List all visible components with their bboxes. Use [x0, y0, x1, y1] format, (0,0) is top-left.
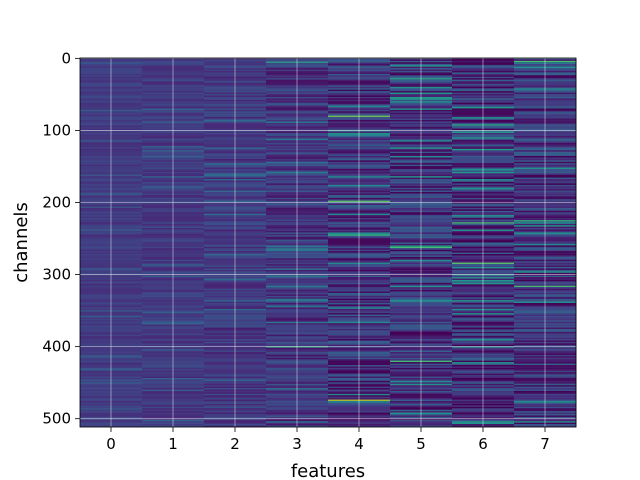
heatmap-cells — [80, 58, 577, 428]
y-tick-label: 0 — [61, 49, 71, 67]
y-tick-label: 200 — [42, 194, 71, 212]
x-tick-label: 5 — [416, 435, 426, 453]
x-axis: 0 1 2 3 4 5 6 7 — [106, 427, 550, 453]
y-tick-label: 500 — [42, 410, 71, 428]
y-tick-label: 400 — [42, 338, 71, 356]
y-axis-label: channels — [11, 202, 32, 283]
x-tick-label: 2 — [230, 435, 240, 453]
x-tick-label: 3 — [292, 435, 302, 453]
y-axis: 0 100 200 300 400 500 — [42, 49, 80, 428]
plot-frame — [79, 57, 577, 428]
x-tick-label: 0 — [106, 435, 116, 453]
y-tick-label: 100 — [42, 121, 71, 139]
x-tick-label: 1 — [168, 435, 178, 453]
y-tick-label: 300 — [42, 266, 71, 284]
x-axis-label: features — [291, 461, 365, 480]
x-tick-label: 6 — [478, 435, 488, 453]
x-tick-label: 4 — [354, 435, 364, 453]
plot-area — [79, 57, 577, 428]
x-tick-label: 7 — [540, 435, 550, 453]
